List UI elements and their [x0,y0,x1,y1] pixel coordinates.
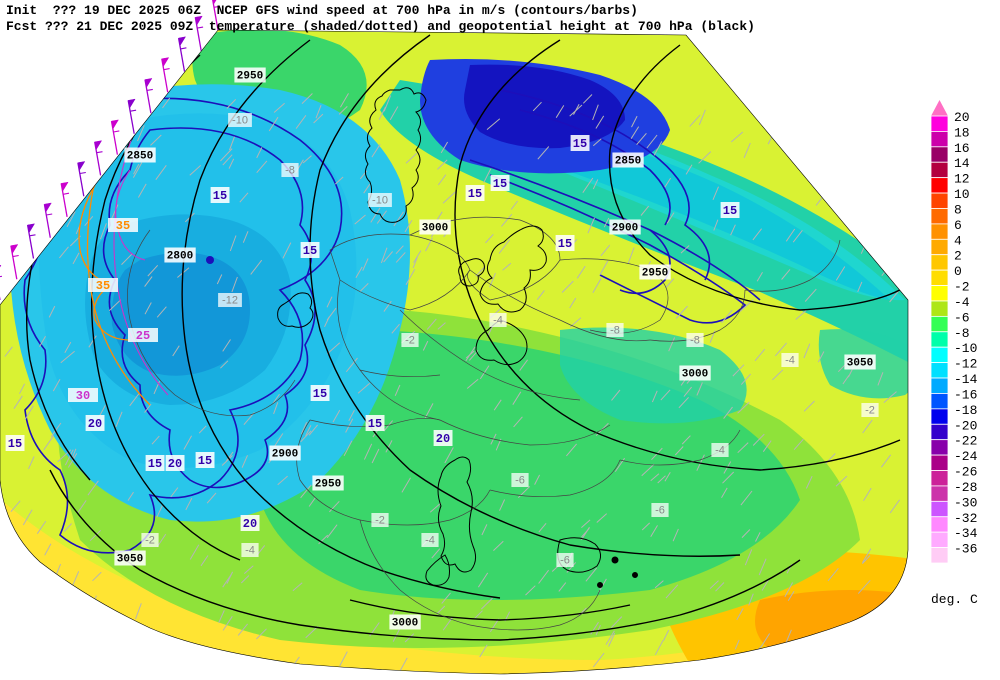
svg-text:3050: 3050 [117,554,143,566]
svg-text:15: 15 [468,187,482,201]
svg-text:-4: -4 [954,295,970,310]
svg-text:3000: 3000 [682,369,708,381]
svg-text:-4: -4 [715,445,725,457]
svg-text:-8: -8 [954,326,970,341]
svg-text:2850: 2850 [127,151,153,163]
svg-text:deg. C: deg. C [931,592,978,607]
svg-text:-4: -4 [493,315,503,327]
svg-text:-2: -2 [145,535,155,547]
svg-text:-28: -28 [954,480,977,495]
svg-text:15: 15 [8,437,22,451]
svg-text:-2: -2 [865,405,875,417]
svg-text:20: 20 [436,432,450,446]
svg-text:15: 15 [198,454,212,468]
svg-text:3050: 3050 [847,358,873,370]
svg-text:-14: -14 [954,372,978,387]
svg-text:10: 10 [954,187,970,202]
svg-text:15: 15 [368,417,382,431]
svg-text:12: 12 [954,172,970,187]
svg-text:-8: -8 [610,325,620,337]
svg-text:8: 8 [954,202,962,217]
svg-text:-36: -36 [954,542,977,557]
svg-text:-4: -4 [425,535,435,547]
svg-text:-32: -32 [954,511,977,526]
svg-text:2950: 2950 [237,71,263,83]
svg-text:-12: -12 [222,295,238,307]
svg-text:15: 15 [213,189,227,203]
svg-text:-8: -8 [285,165,295,177]
svg-text:-20: -20 [954,418,977,433]
svg-text:14: 14 [954,156,970,171]
svg-text:18: 18 [954,125,970,140]
svg-text:0: 0 [954,264,962,279]
svg-text:2900: 2900 [272,449,298,461]
svg-text:15: 15 [558,237,572,251]
svg-text:20: 20 [243,517,257,531]
svg-text:20: 20 [168,457,182,471]
svg-text:-34: -34 [954,526,978,541]
svg-text:-10: -10 [232,115,248,127]
svg-text:-4: -4 [245,545,255,557]
svg-text:-2: -2 [405,335,415,347]
svg-text:-24: -24 [954,449,978,464]
svg-text:2800: 2800 [167,251,193,263]
svg-text:35: 35 [116,219,130,233]
svg-text:-18: -18 [954,403,977,418]
svg-text:35: 35 [96,279,110,293]
svg-text:30: 30 [76,389,90,403]
svg-text:-6: -6 [954,310,970,325]
svg-text:-10: -10 [372,195,388,207]
svg-text:-30: -30 [954,495,977,510]
svg-text:25: 25 [136,329,150,343]
svg-text:2: 2 [954,249,962,264]
svg-text:4: 4 [954,233,962,248]
svg-text:16: 16 [954,141,970,156]
svg-text:2850: 2850 [615,156,641,168]
svg-text:-10: -10 [954,341,977,356]
svg-text:20: 20 [954,110,970,125]
svg-text:-26: -26 [954,465,977,480]
svg-text:3000: 3000 [422,223,448,235]
svg-text:6: 6 [954,218,962,233]
svg-text:15: 15 [303,244,317,258]
svg-text:3000: 3000 [392,618,418,630]
svg-text:-6: -6 [515,475,525,487]
svg-text:-22: -22 [954,434,977,449]
svg-text:-2: -2 [954,280,970,295]
svg-text:-6: -6 [655,505,665,517]
svg-text:20: 20 [88,417,102,431]
svg-text:15: 15 [723,204,737,218]
svg-text:-12: -12 [954,357,977,372]
svg-text:-8: -8 [690,335,700,347]
svg-text:15: 15 [313,387,327,401]
svg-text:2900: 2900 [612,223,638,235]
svg-text:15: 15 [148,457,162,471]
svg-text:15: 15 [573,137,587,151]
svg-text:-6: -6 [560,555,570,567]
svg-text:-2: -2 [375,515,385,527]
svg-text:2950: 2950 [315,479,341,491]
svg-text:-4: -4 [785,355,795,367]
svg-text:15: 15 [493,177,507,191]
svg-text:-16: -16 [954,387,977,402]
svg-text:2950: 2950 [642,268,668,280]
